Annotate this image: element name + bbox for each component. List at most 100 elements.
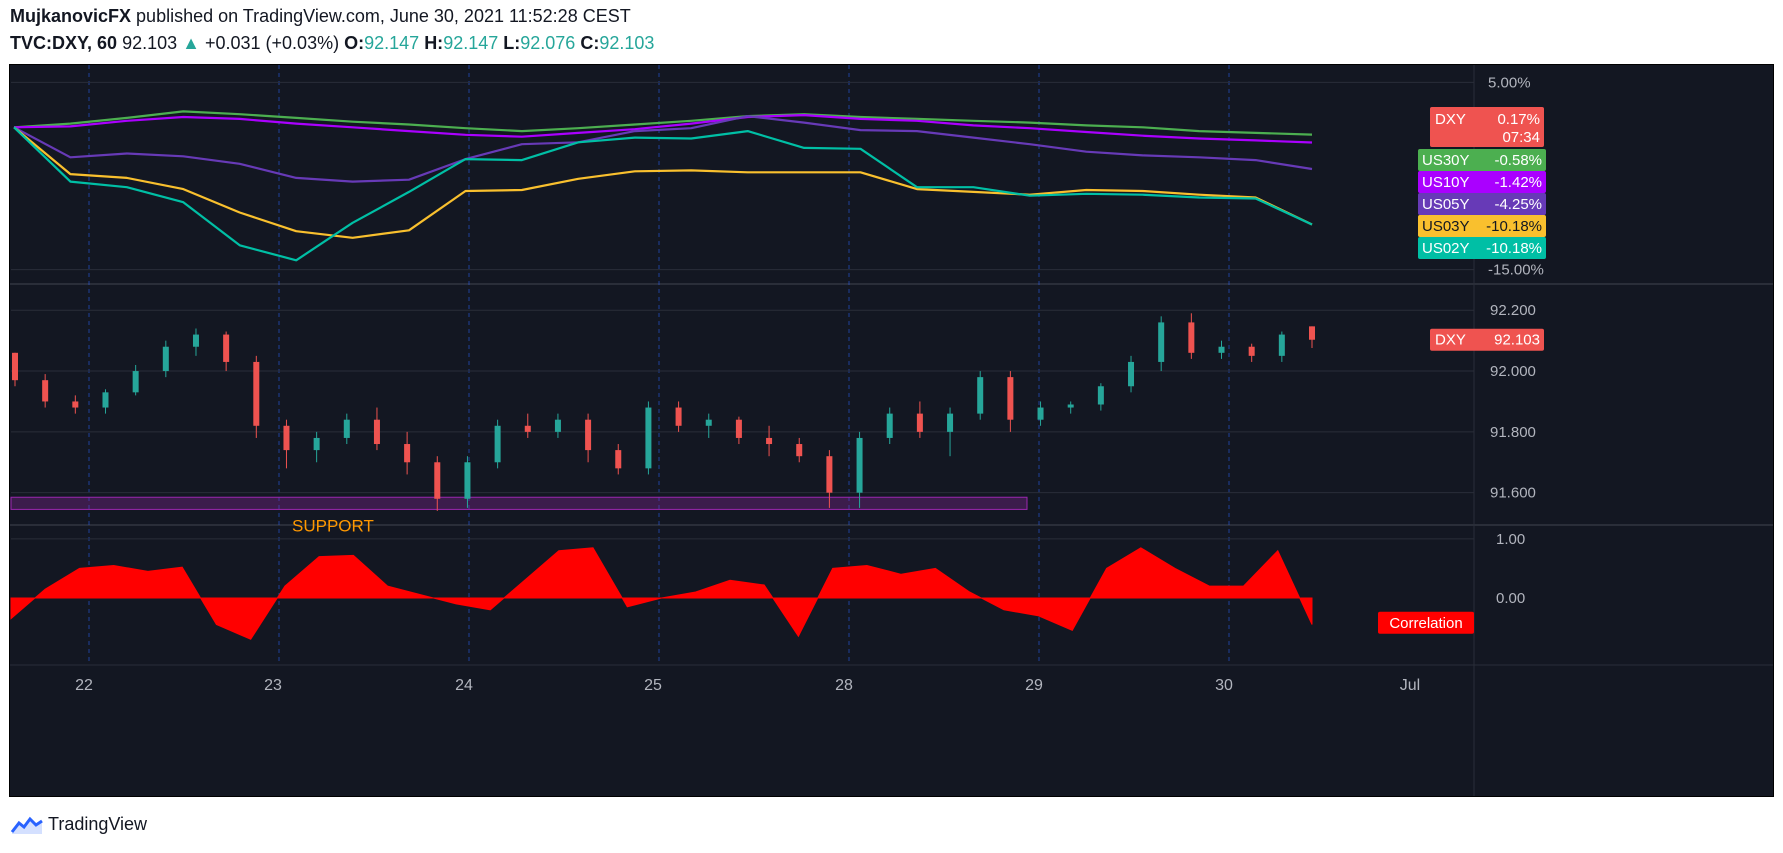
badge-name: DXY	[1435, 332, 1466, 349]
badge-us05y: US05Y -4.25%	[1418, 193, 1546, 215]
close-label: C:	[580, 33, 600, 53]
badge-value: 0.17%	[1497, 111, 1540, 128]
x-tick-label: 24	[455, 677, 473, 694]
candle-body	[705, 419, 712, 426]
badge-value: -0.58%	[1494, 152, 1542, 169]
x-tick-label: 22	[75, 677, 93, 694]
up-triangle-icon: ▲	[182, 33, 200, 53]
series-line-us05y	[13, 114, 1313, 183]
x-tick-label: Jul	[1400, 677, 1420, 694]
candle-body	[72, 401, 79, 408]
candle-body	[132, 371, 139, 393]
candle-body	[283, 425, 290, 451]
candle-body	[253, 361, 260, 426]
badge-dxy-performance: DXY 0.17%07:34	[1430, 107, 1544, 147]
candle-body	[554, 419, 561, 432]
candle-body	[313, 437, 320, 451]
candle-body	[826, 456, 833, 493]
candle-body	[1097, 386, 1104, 405]
support-zone	[10, 496, 1028, 510]
candle-body	[373, 419, 380, 445]
x-tick-label: 23	[264, 677, 282, 694]
candle-body	[1309, 326, 1315, 340]
badge-name: US02Y	[1422, 240, 1470, 257]
badge-value: -10.18%	[1486, 218, 1542, 235]
candle-body	[524, 425, 531, 432]
candle-body	[886, 413, 893, 438]
y-tick-label: -15.00%	[1488, 262, 1544, 279]
y-tick-label: 5.00%	[1488, 74, 1531, 91]
badge-name: US05Y	[1422, 196, 1470, 213]
candle-body	[12, 352, 18, 381]
low-label: L:	[503, 33, 521, 53]
high-label: H:	[424, 33, 444, 53]
badge-correlation: Correlation	[1378, 611, 1474, 634]
candle-body	[102, 392, 109, 408]
badge-us03y: US03Y -10.18%	[1418, 215, 1546, 237]
candle-body	[434, 462, 441, 499]
candle-body	[494, 425, 501, 463]
high-value: 92.147	[443, 33, 499, 53]
candle-body	[947, 413, 954, 432]
y-tick-label: 91.800	[1490, 424, 1536, 441]
badge-name: Correlation	[1389, 615, 1462, 632]
y-tick-label: 1.00	[1496, 531, 1525, 548]
badge-bg	[1418, 193, 1546, 215]
candle-body	[916, 413, 923, 432]
badge-bg	[1418, 215, 1546, 237]
candle-body	[1278, 334, 1285, 356]
badge-us02y: US02Y -10.18%	[1418, 237, 1546, 259]
candle-body	[1067, 404, 1074, 408]
badge-bg	[1430, 328, 1544, 351]
close-value: 92.103	[599, 33, 655, 53]
last-price: 92.103	[122, 33, 178, 53]
candle-body	[223, 334, 230, 362]
x-tick-label: 25	[644, 677, 662, 694]
candle-body	[162, 346, 169, 372]
badge-us10y: US10Y -1.42%	[1418, 171, 1546, 193]
candle-body	[1218, 346, 1225, 353]
candle-body	[1128, 361, 1135, 387]
candle-body	[1158, 322, 1165, 362]
support-annotation: SUPPORT	[292, 516, 374, 535]
badge-bg	[1378, 611, 1474, 634]
published-text: published on TradingView.com, June 30, 2…	[136, 6, 631, 26]
badge-name: DXY	[1435, 111, 1466, 128]
y-tick-label: 0.00	[1496, 590, 1525, 607]
candle-body	[42, 380, 49, 402]
chart-svg[interactable]: 5.00% -15.00% 92.200 92.000 91.800 91.600 SUP…	[10, 65, 1773, 796]
author-name[interactable]: MujkanovicFX	[10, 6, 132, 26]
low-value: 92.076	[520, 33, 576, 53]
candle-body	[1007, 377, 1014, 420]
open-label: O:	[344, 33, 365, 53]
candle-body	[977, 377, 984, 414]
badge-dxy-price: DXY 92.103	[1430, 328, 1544, 351]
candle-body	[796, 444, 803, 457]
badge-countdown: 07:34	[1502, 129, 1540, 146]
series-line-us10y	[13, 113, 1313, 144]
correlation-area	[10, 547, 1313, 640]
tradingview-logo-icon	[10, 816, 43, 834]
x-tick-label: 28	[835, 677, 853, 694]
series-line-us02y	[13, 126, 1313, 262]
candle-body	[645, 407, 652, 469]
series-line-us30y	[13, 110, 1313, 136]
badge-value: -10.18%	[1486, 240, 1542, 257]
y-tick-label: 91.600	[1490, 485, 1536, 502]
candle-body	[856, 437, 863, 493]
candle-body	[675, 407, 682, 426]
y-tick-label: 92.200	[1490, 302, 1536, 319]
candle-body	[615, 450, 622, 469]
price-change: +0.031 (+0.03%)	[204, 33, 340, 53]
candle-body	[1037, 407, 1044, 420]
badge-bg	[1418, 171, 1546, 193]
symbol-label: TVC:DXY, 60	[10, 33, 118, 53]
chart-container[interactable]: 5.00% -15.00% 92.200 92.000 91.800 91.600 SUP…	[9, 64, 1774, 797]
publish-line: MujkanovicFX published on TradingView.co…	[10, 6, 631, 27]
x-tick-label: 29	[1025, 677, 1043, 694]
tradingview-brand: TradingView	[48, 814, 148, 834]
tradingview-footer[interactable]: TradingView	[10, 814, 147, 835]
badge-name: US30Y	[1422, 152, 1470, 169]
badge-bg	[1418, 149, 1546, 171]
candle-body	[404, 444, 411, 463]
